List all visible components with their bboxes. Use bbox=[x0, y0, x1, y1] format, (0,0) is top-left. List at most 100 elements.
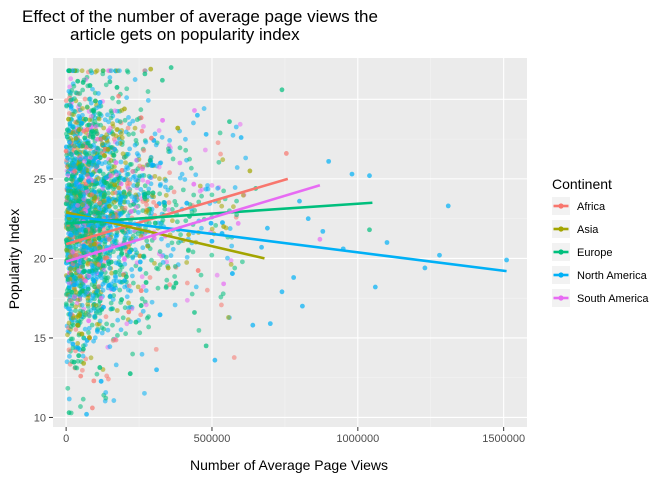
data-point bbox=[71, 294, 77, 300]
data-point bbox=[116, 68, 122, 74]
data-point bbox=[91, 278, 97, 284]
data-point bbox=[94, 371, 100, 377]
data-point bbox=[172, 274, 178, 279]
data-point bbox=[77, 102, 83, 107]
data-point bbox=[136, 153, 141, 159]
data-point bbox=[151, 199, 157, 205]
data-point bbox=[81, 128, 87, 134]
x-axis-title: Number of Average Page Views bbox=[190, 457, 388, 473]
data-point bbox=[143, 139, 149, 145]
data-point bbox=[96, 91, 101, 96]
data-point bbox=[106, 198, 112, 203]
data-point bbox=[81, 243, 87, 249]
data-point bbox=[69, 303, 75, 309]
data-point bbox=[240, 192, 246, 198]
data-point bbox=[73, 149, 79, 155]
data-point bbox=[68, 166, 74, 172]
data-point bbox=[69, 87, 75, 93]
data-point bbox=[203, 186, 209, 192]
data-point bbox=[70, 68, 76, 74]
data-point bbox=[68, 266, 73, 272]
data-point bbox=[147, 275, 153, 280]
data-point bbox=[166, 207, 172, 213]
data-point bbox=[81, 158, 87, 164]
data-point bbox=[81, 360, 87, 366]
data-point bbox=[64, 359, 70, 365]
data-point bbox=[169, 240, 175, 246]
data-point bbox=[139, 128, 145, 134]
data-point bbox=[101, 125, 107, 131]
data-point bbox=[101, 304, 106, 310]
data-point bbox=[68, 298, 73, 303]
data-point bbox=[149, 135, 154, 141]
data-point bbox=[173, 280, 179, 286]
data-point bbox=[96, 104, 102, 109]
data-point bbox=[267, 321, 273, 327]
data-point bbox=[157, 176, 162, 182]
data-point bbox=[150, 190, 156, 196]
chart-title-line-1: Effect of the number of average page vie… bbox=[22, 7, 378, 26]
data-point bbox=[86, 325, 92, 331]
data-point bbox=[239, 259, 245, 265]
data-point bbox=[110, 338, 116, 343]
data-point bbox=[145, 243, 151, 249]
data-point bbox=[98, 378, 104, 384]
data-point bbox=[107, 265, 113, 271]
data-point bbox=[103, 395, 109, 401]
data-point bbox=[142, 194, 147, 200]
data-point bbox=[94, 288, 100, 294]
data-point bbox=[156, 164, 162, 170]
y-tick-label: 30 bbox=[34, 94, 46, 106]
data-point bbox=[106, 128, 112, 134]
data-point bbox=[167, 170, 173, 176]
data-point bbox=[80, 143, 86, 149]
data-point bbox=[95, 306, 101, 312]
data-point bbox=[72, 96, 77, 102]
data-point bbox=[132, 142, 138, 148]
data-point bbox=[89, 322, 95, 328]
data-point bbox=[91, 378, 97, 384]
data-point bbox=[209, 252, 215, 258]
data-point bbox=[129, 267, 135, 272]
data-point bbox=[231, 355, 237, 360]
data-point bbox=[101, 178, 107, 184]
data-point bbox=[84, 411, 89, 417]
data-point bbox=[122, 117, 128, 123]
data-point bbox=[115, 261, 121, 267]
data-point bbox=[119, 297, 125, 303]
data-point bbox=[69, 195, 75, 200]
data-point bbox=[144, 202, 149, 208]
data-point bbox=[138, 288, 144, 294]
data-point bbox=[384, 240, 390, 245]
data-point bbox=[105, 214, 111, 220]
data-point bbox=[78, 283, 84, 289]
data-point bbox=[66, 182, 72, 187]
data-point bbox=[66, 396, 72, 402]
data-point bbox=[99, 330, 105, 336]
data-point bbox=[106, 261, 112, 267]
data-point bbox=[151, 235, 157, 241]
data-point bbox=[96, 116, 102, 122]
x-tick-label: 1000000 bbox=[336, 433, 379, 445]
data-point bbox=[152, 173, 158, 179]
data-point bbox=[80, 80, 86, 85]
data-point bbox=[85, 301, 91, 307]
data-point bbox=[168, 253, 174, 258]
data-point bbox=[117, 189, 122, 195]
legend-label: Asia bbox=[577, 224, 599, 236]
data-point bbox=[130, 280, 136, 286]
data-point bbox=[164, 277, 170, 283]
data-point bbox=[98, 295, 104, 301]
data-point bbox=[191, 181, 197, 187]
data-point bbox=[76, 268, 81, 274]
data-point bbox=[137, 267, 143, 272]
data-point bbox=[220, 291, 226, 297]
data-point bbox=[148, 175, 153, 180]
data-point bbox=[97, 99, 103, 105]
data-point bbox=[65, 332, 70, 338]
data-point bbox=[133, 137, 139, 143]
data-point bbox=[141, 124, 146, 129]
data-point bbox=[159, 134, 165, 140]
data-point bbox=[112, 282, 118, 288]
data-point bbox=[145, 89, 151, 94]
